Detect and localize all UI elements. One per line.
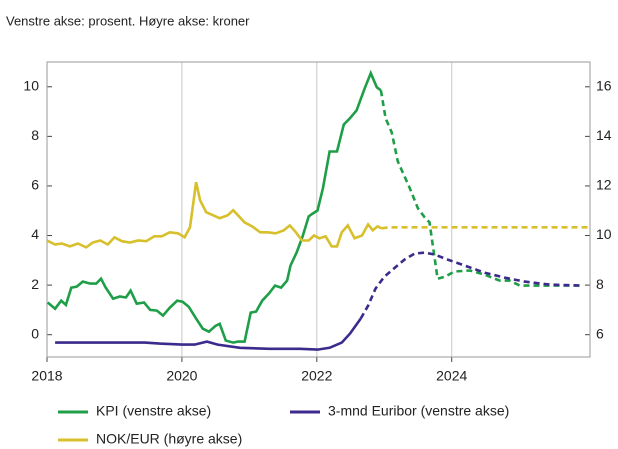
line-actual (46, 69, 382, 344)
legend-label: 3-mnd Euribor (venstre akse) (328, 403, 509, 419)
y2-tick-label: 16 (596, 77, 612, 93)
y-tick-label: 4 (31, 226, 39, 242)
y-tick-label: 8 (31, 127, 39, 143)
x-tick-label: 2018 (31, 368, 62, 384)
plot-frame (46, 61, 591, 358)
x-tick-label: 2024 (436, 368, 467, 384)
y-tick-label: 0 (31, 325, 39, 341)
y2-tick-label: 10 (596, 226, 612, 242)
line-actual (46, 181, 383, 249)
legend-label: NOK/EUR (høyre akse) (96, 431, 242, 447)
y2-tick-label: 12 (596, 177, 612, 193)
y-tick-label: 10 (23, 77, 39, 93)
line-forecast (359, 251, 583, 320)
y2-tick-label: 14 (596, 127, 612, 143)
y2-tick-label: 8 (596, 276, 604, 292)
y-tick-label: 6 (31, 177, 39, 193)
chart-subtitle: Venstre akse: prosent. Høyre akse: krone… (6, 13, 250, 28)
y2-tick-label: 6 (596, 325, 604, 341)
y-tick-label: 2 (31, 276, 39, 292)
line-actual (55, 317, 362, 351)
line-forecast (379, 90, 583, 287)
legend-label: KPI (venstre akse) (96, 403, 211, 419)
x-tick-label: 2020 (166, 368, 197, 384)
x-tick-label: 2022 (301, 368, 332, 384)
line-forecast (381, 226, 590, 230)
